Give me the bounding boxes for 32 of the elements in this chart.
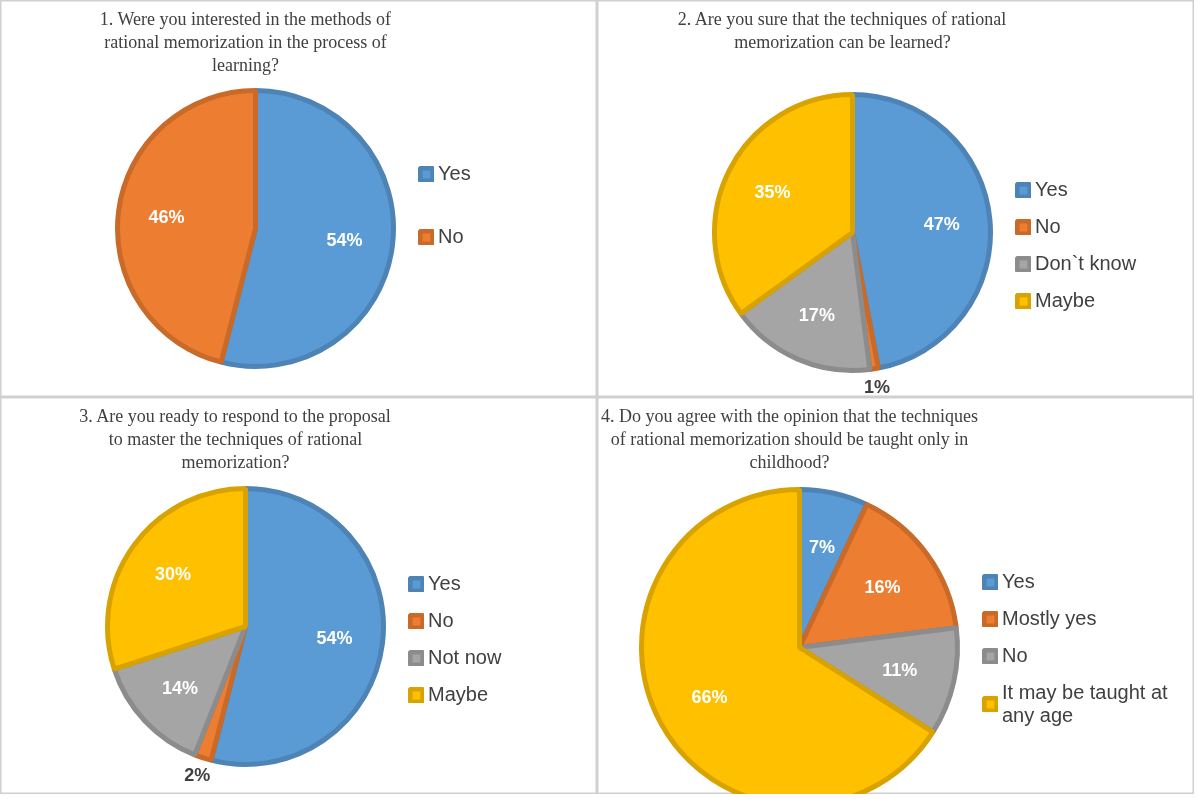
data-label: 2%	[184, 764, 211, 785]
chart-title: 4. Do you agree with the opinion that the techniques of rational memorization should be taught only in childhood?	[601, 405, 978, 472]
data-label: 16%	[864, 577, 901, 598]
legend-label: No	[1035, 215, 1061, 238]
data-label: 14%	[162, 677, 199, 698]
data-label: 35%	[754, 181, 791, 202]
chart-title: 1. Were you interested in the methods of rational memorization in the process of learning?	[99, 8, 391, 75]
legend-label: It may be taught at any age	[1002, 681, 1168, 727]
data-label: 54%	[316, 627, 353, 648]
data-label: 17%	[798, 304, 835, 325]
data-label: 66%	[691, 686, 728, 707]
legend-label: Not now	[428, 646, 502, 669]
chart-title: 2. Are you sure that the techniques of rational memorization can be learned?	[677, 8, 1007, 52]
legend-label: Maybe	[428, 683, 489, 706]
data-label: 11%	[882, 659, 918, 680]
legend-label: No	[428, 609, 454, 632]
legend-label: Yes	[438, 162, 471, 185]
data-label: 46%	[148, 207, 185, 228]
data-label: 54%	[326, 229, 363, 250]
legend-label: Yes	[1035, 178, 1068, 201]
data-label: 47%	[923, 214, 960, 235]
chart-title: 3. Are you ready to respond to the proposal to master the techniques of rational memorization?	[79, 405, 391, 472]
data-label: 7%	[808, 537, 835, 558]
legend-label: No	[1002, 644, 1028, 667]
legend-label: Yes	[1002, 570, 1035, 593]
legend-label: Yes	[428, 572, 461, 595]
legend-label: Don`t know	[1035, 252, 1137, 275]
legend-label: Maybe	[1035, 289, 1096, 312]
data-label: 30%	[154, 563, 191, 584]
legend-label: Mostly yes	[1002, 607, 1097, 630]
data-label: 1%	[863, 376, 890, 397]
legend-label: No	[438, 225, 464, 248]
